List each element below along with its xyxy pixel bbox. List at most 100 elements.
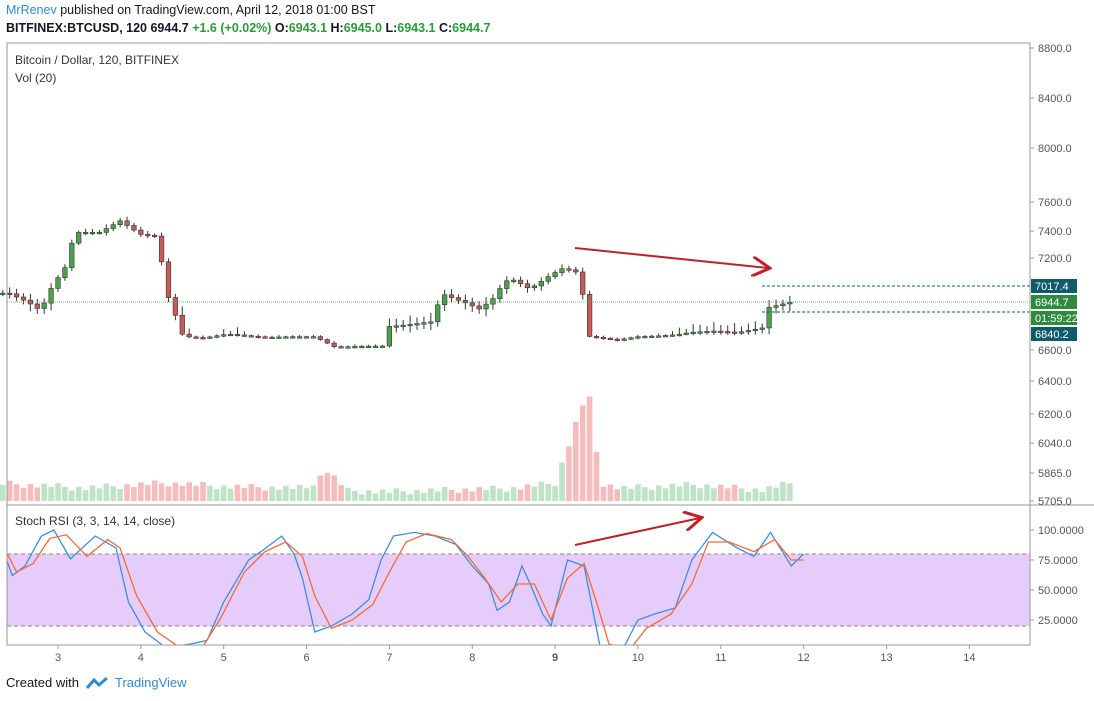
candle-body: [780, 303, 786, 306]
time-tick-label: 4: [138, 652, 144, 664]
stoch-d-line: [7, 532, 804, 645]
price-tag-bg: [1031, 279, 1077, 293]
price-tick-label: 8000.0: [1038, 143, 1072, 155]
volume-bar: [131, 487, 137, 501]
volume-bar: [117, 489, 123, 501]
stoch-layer: [7, 529, 1030, 645]
time-tick-label: 8: [469, 652, 475, 664]
candle-body: [752, 328, 758, 332]
time-tick-label: 12: [798, 652, 810, 664]
volume-bar: [538, 481, 545, 501]
volume-bar: [289, 488, 296, 501]
candle-body: [421, 322, 427, 325]
volume-bar: [96, 488, 103, 501]
volume-bar: [745, 492, 752, 501]
candle-body: [483, 303, 489, 310]
candle-body: [656, 335, 662, 338]
volume-bar: [0, 484, 6, 501]
candle-body: [469, 302, 475, 307]
candle-body: [158, 235, 165, 263]
price-tag-label: 01:59:22: [1035, 313, 1078, 325]
price-tick-label: 8400.0: [1038, 93, 1072, 105]
volume-bar: [766, 486, 772, 501]
volume-bar: [759, 492, 766, 501]
volume-bar: [545, 483, 551, 501]
candle-body: [283, 336, 289, 339]
candle-body: [745, 330, 752, 333]
volume-bar: [48, 487, 54, 501]
candle-body: [545, 276, 551, 282]
frame-layer: 8800.0 8400.0 8000.0 7600.0 7400.0 7200.0 6600…: [6, 42, 1094, 664]
candle-body: [435, 304, 441, 323]
volume-bar: [718, 484, 724, 501]
candle-body: [241, 334, 248, 337]
candle-body: [559, 268, 565, 273]
volume-bar: [200, 482, 206, 501]
volume-bar: [780, 481, 786, 501]
candle-body: [34, 303, 40, 309]
volume-bar: [27, 483, 34, 501]
candle-body: [89, 232, 96, 235]
price-tag-label: 7017.4: [1035, 281, 1069, 293]
candle-body: [331, 342, 337, 347]
stoch-tick-label: 75.0000: [1038, 555, 1078, 567]
time-tick-label: 3: [55, 652, 61, 664]
candle-body: [290, 336, 296, 339]
candle-body: [386, 326, 393, 347]
volume-bar: [704, 484, 710, 501]
volume-bar: [483, 490, 489, 501]
time-tick-label: 9: [552, 652, 558, 664]
candle-body: [62, 267, 68, 278]
volume-bar: [331, 475, 337, 501]
volume-bar: [41, 483, 47, 501]
volume-bar: [276, 489, 282, 501]
volume-bar: [193, 485, 199, 501]
candle-body: [138, 229, 144, 235]
price-tick-label: 5865.0: [1038, 468, 1072, 480]
candle-body: [393, 325, 399, 328]
volume-bar: [559, 462, 565, 501]
candle-body: [662, 335, 669, 338]
candle-body: [400, 324, 406, 327]
candle-body: [787, 301, 793, 305]
high-label: H:: [330, 21, 344, 35]
candle-body: [186, 333, 192, 338]
volume-bar: [248, 483, 255, 501]
stoch-tick-label: 50.0000: [1038, 585, 1078, 597]
volume-bar: [303, 488, 310, 501]
price-tick-label: 6400.0: [1038, 376, 1072, 388]
tradingview-logo-icon: [85, 676, 108, 689]
candle-body: [476, 305, 482, 310]
candle-body: [676, 334, 682, 337]
candle-body: [580, 271, 586, 295]
volume-bar: [621, 485, 627, 501]
candle-body: [490, 298, 496, 305]
low-value: 6943.1: [397, 21, 436, 35]
volume-bar: [338, 485, 344, 501]
candle-body: [172, 297, 178, 316]
candle-body: [704, 331, 710, 334]
volume-bar: [234, 484, 241, 501]
volume-bar: [510, 487, 517, 501]
volume-bar: [648, 489, 655, 501]
high-value: 6945.0: [343, 21, 382, 35]
stoch-divergence-arrow: [574, 518, 700, 546]
candle-body: [0, 292, 6, 295]
close-label: C:: [438, 21, 453, 35]
candles-layer: [0, 216, 1030, 501]
candle-body: [407, 324, 413, 327]
volume-bar: [75, 486, 82, 501]
candle-body: [759, 327, 765, 330]
tradingview-brand-link[interactable]: TradingView: [114, 675, 187, 690]
volume-bar: [586, 396, 593, 501]
published-text: published on TradingView.com, April 12, …: [60, 3, 376, 17]
candle-body: [428, 321, 434, 324]
candle-body: [338, 346, 344, 349]
publish-info: MrRenev published on TradingView.com, Ap…: [6, 3, 375, 17]
author-link[interactable]: MrRenev: [6, 3, 57, 17]
volume-bar: [365, 490, 372, 501]
volume-bar: [579, 405, 586, 501]
volume-bar: [13, 484, 20, 501]
candle-body: [48, 288, 54, 304]
